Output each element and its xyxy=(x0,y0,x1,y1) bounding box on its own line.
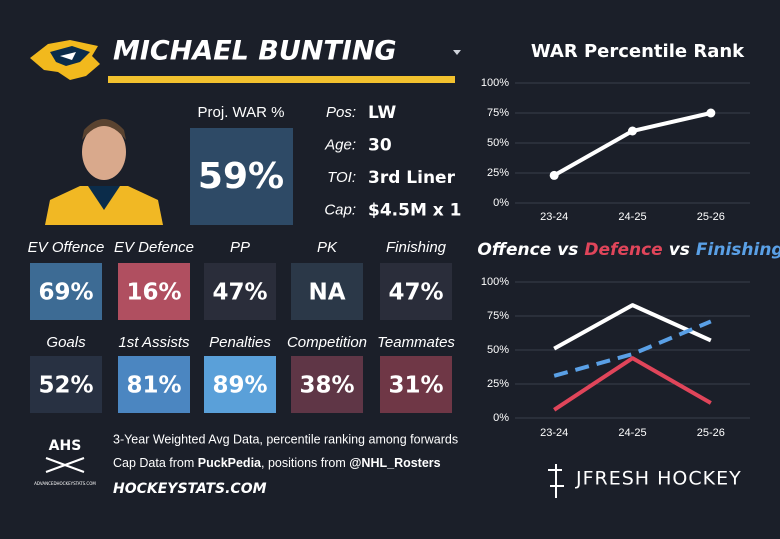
y-tick-label: 0% xyxy=(493,412,509,424)
point xyxy=(706,108,716,118)
info-value: 3rd Liner xyxy=(368,168,456,188)
tile-value: 52% xyxy=(38,373,93,399)
ahs-logo-text: AHS xyxy=(49,438,82,454)
point xyxy=(628,126,637,136)
source-part: PuckPedia xyxy=(198,456,262,470)
y-tick-label: 100% xyxy=(481,77,509,89)
tile-label: 1st Assists xyxy=(118,334,190,351)
info-label: TOI: xyxy=(327,169,356,186)
x-tick-label: 25-26 xyxy=(697,211,725,223)
proj-war-label: Proj. WAR % xyxy=(198,104,285,121)
tile-value: NA xyxy=(308,280,345,306)
info-value: $4.5M x 1 xyxy=(368,201,462,221)
tile-value: 69% xyxy=(38,280,93,306)
tile-value: 81% xyxy=(126,373,181,399)
player-name: MICHAEL BUNTING xyxy=(113,36,397,67)
tile-label: PK xyxy=(317,239,338,256)
charts: WAR Percentile Rank 0% 25% 50% 75% 100% 23-24 2… xyxy=(477,41,780,439)
proj-war-box xyxy=(190,128,293,225)
tile-value: 47% xyxy=(388,280,443,306)
y-tick-label: 50% xyxy=(487,137,509,149)
footer-site: HOCKEYSTATS.COM xyxy=(113,481,267,497)
info-label: Pos: xyxy=(326,104,356,121)
tile-value: 38% xyxy=(299,373,354,399)
tile-box xyxy=(380,263,452,320)
tile-box xyxy=(291,263,363,320)
tile-box xyxy=(118,356,190,413)
legend-entry: Offence xyxy=(477,240,551,260)
series-line xyxy=(553,319,712,378)
x-tick-label: 24-25 xyxy=(618,427,646,439)
source-part: Cap Data from xyxy=(113,456,198,470)
x-tick-label: 23-24 xyxy=(540,427,568,439)
ahs-logo: AHS ADVANCEDHOCKEYSTATS.COM xyxy=(34,438,96,486)
y-tick-label: 75% xyxy=(487,107,509,119)
x-tick-label: 23-24 xyxy=(540,211,568,223)
info-label: Age: xyxy=(324,136,356,153)
y-tick-label: 100% xyxy=(481,276,509,288)
tile-label: Penalties xyxy=(209,334,271,351)
info-value: LW xyxy=(368,103,397,123)
y-tick-label: 0% xyxy=(493,197,509,209)
x-tick-label: 25-26 xyxy=(697,427,725,439)
tile-box xyxy=(291,356,363,413)
legend-separator: vs xyxy=(669,240,690,260)
info-value: 30 xyxy=(368,136,392,156)
chart-legend: Offence vs Defence vs Finishing xyxy=(477,240,780,260)
proj-war-value: 59% xyxy=(198,156,284,197)
tile-box xyxy=(380,356,452,413)
legend-entry: Defence xyxy=(584,240,662,260)
tile-label: Competition xyxy=(287,334,367,351)
ahs-site: ADVANCEDHOCKEYSTATS.COM xyxy=(34,481,96,486)
tile-box xyxy=(204,263,276,320)
source-part: , positions from xyxy=(261,456,349,470)
tile-label: EV Defence xyxy=(114,239,194,256)
y-tick-label: 75% xyxy=(487,310,509,322)
info-label: Cap: xyxy=(324,201,356,218)
tile-value: 47% xyxy=(212,280,267,306)
legend-entry: Finishing xyxy=(696,240,780,260)
legend-separator: vs xyxy=(557,240,578,260)
y-tick-label: 25% xyxy=(487,378,509,390)
footer-note: 3-Year Weighted Avg Data, percentile ran… xyxy=(113,432,458,446)
chart-title: WAR Percentile Rank xyxy=(531,41,745,62)
player-info: Pos: LW Age: 30 TOI: 3rd Liner Cap: $4.5M x 1 xyxy=(324,103,461,221)
point xyxy=(549,170,559,180)
team-logo xyxy=(30,40,100,80)
name-underline xyxy=(108,76,455,83)
tile-box xyxy=(30,263,102,320)
dropdown-caret[interactable] xyxy=(453,50,461,55)
tile-value: 31% xyxy=(388,373,443,399)
brand: JFRESH HOCKEY xyxy=(575,468,742,490)
tile-box xyxy=(204,356,276,413)
tile-box xyxy=(30,356,102,413)
tile-label: Goals xyxy=(46,334,86,351)
footer-sources: Cap Data from PuckPedia, positions from … xyxy=(113,456,441,470)
tile-value: 89% xyxy=(212,373,267,399)
tile-label: EV Offence xyxy=(28,239,105,256)
source-part: @NHL_Rosters xyxy=(349,456,440,470)
tile-box xyxy=(118,263,190,320)
x-tick-label: 24-25 xyxy=(618,211,646,223)
brand-logo xyxy=(548,464,564,498)
y-tick-label: 25% xyxy=(487,167,509,179)
tile-label: Teammates xyxy=(377,334,455,351)
tile-label: Finishing xyxy=(386,239,447,256)
y-tick-label: 50% xyxy=(487,344,509,356)
stat-tiles: EV Offence 69% EV Defence 16% PP 47% PK NA Finis… xyxy=(28,239,455,413)
tile-label: PP xyxy=(230,239,250,256)
series-line xyxy=(553,303,712,351)
series-line xyxy=(553,356,712,412)
player-photo xyxy=(45,110,163,225)
tile-value: 16% xyxy=(126,280,181,306)
